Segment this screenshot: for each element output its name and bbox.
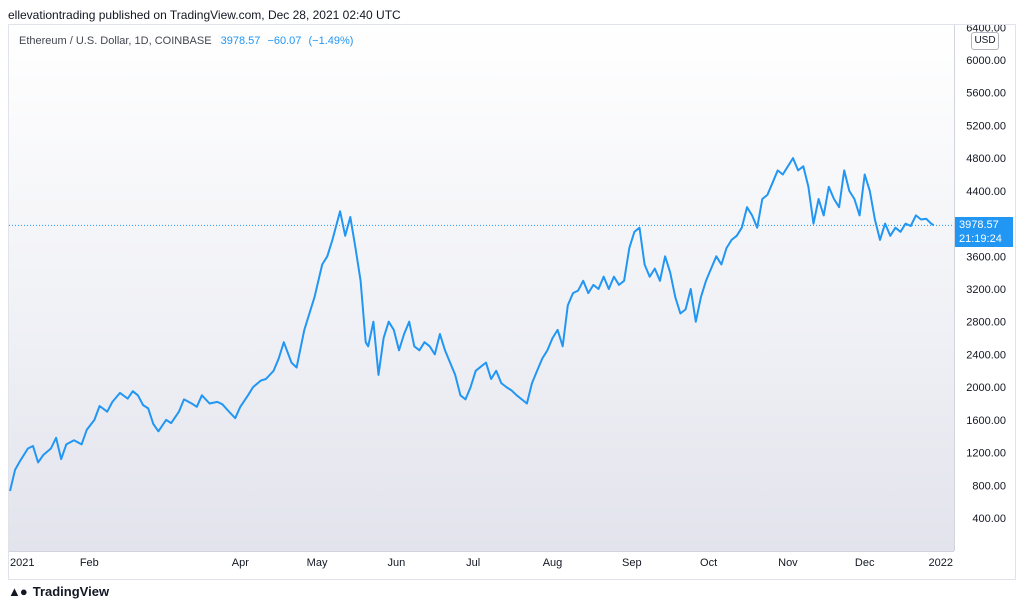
chart-frame: 400.00 800.00 1200.00 1600.00 2000.00 2400.00… <box>8 24 1016 580</box>
time-tick-label: 2021 <box>10 557 34 569</box>
time-tick-label: Nov <box>778 557 798 569</box>
price-tick-label: 400.00 <box>972 513 1006 525</box>
currency-button[interactable]: USD <box>971 32 999 50</box>
price-tick-label: 5200.00 <box>966 120 1006 132</box>
time-tick-label: Jul <box>466 557 480 569</box>
price-tick-labels: 400.00 800.00 1200.00 1600.00 2000.00 2400.00… <box>966 25 1006 525</box>
time-tick-label: Jun <box>388 557 406 569</box>
price-tick-label: 3600.00 <box>966 251 1006 263</box>
price-tick-label: 2400.00 <box>966 349 1006 361</box>
current-price: 3978.57 <box>959 219 999 231</box>
time-tick-label: Feb <box>80 557 99 569</box>
price-tick-label: 6400.00 <box>966 25 1006 34</box>
time-axis[interactable] <box>9 551 954 579</box>
bar-countdown: 21:19:24 <box>959 233 1002 245</box>
tradingview-logo-icon: ▲● <box>8 584 28 599</box>
time-tick-label: May <box>307 557 328 569</box>
time-tick-labels: 2021 Feb Apr May Jun Jul Aug Sep Oct Nov Dec 2022 <box>10 557 953 569</box>
price-tick-label: 1200.00 <box>966 448 1006 460</box>
price-tick-label: 6000.00 <box>966 55 1006 67</box>
change-percent: (−1.49%) <box>308 35 354 47</box>
time-tick-label: Oct <box>700 557 717 569</box>
time-tick-label: Sep <box>622 557 642 569</box>
time-tick-label: Aug <box>543 557 563 569</box>
series-line <box>9 157 935 492</box>
plot-area[interactable] <box>9 25 954 551</box>
price-tick-label: 4800.00 <box>966 153 1006 165</box>
change-value: −60.07 <box>267 35 302 47</box>
price-tick-label: 2000.00 <box>966 382 1006 394</box>
symbol-title[interactable]: Ethereum / U.S. Dollar, 1D, COINBASE <box>19 35 212 47</box>
price-tick-label: 2800.00 <box>966 317 1006 329</box>
publisher-caption: ellevationtrading published on TradingVi… <box>8 8 401 22</box>
price-tick-label: 3200.00 <box>966 284 1006 296</box>
price-axis[interactable] <box>954 25 1015 551</box>
brand-name: TradingView <box>32 584 110 599</box>
last-value: 3978.57 <box>220 35 261 47</box>
price-tick-label: 4400.00 <box>966 186 1006 198</box>
chart-legend: Ethereum / U.S. Dollar, 1D, COINBASE 397… <box>19 35 357 47</box>
chart-svg: 400.00 800.00 1200.00 1600.00 2000.00 2400.00… <box>9 25 1006 569</box>
time-tick-label: Apr <box>232 557 249 569</box>
current-price-label: 3978.57 21:19:24 <box>955 217 1013 247</box>
price-tick-label: 1600.00 <box>966 415 1006 427</box>
time-tick-label: Dec <box>855 557 875 569</box>
price-tick-label: 800.00 <box>972 480 1006 492</box>
time-tick-label: 2022 <box>929 557 953 569</box>
price-tick-label: 5600.00 <box>966 88 1006 100</box>
grid-lines <box>9 27 954 518</box>
footer-brand[interactable]: ▲● TradingView <box>8 584 109 599</box>
